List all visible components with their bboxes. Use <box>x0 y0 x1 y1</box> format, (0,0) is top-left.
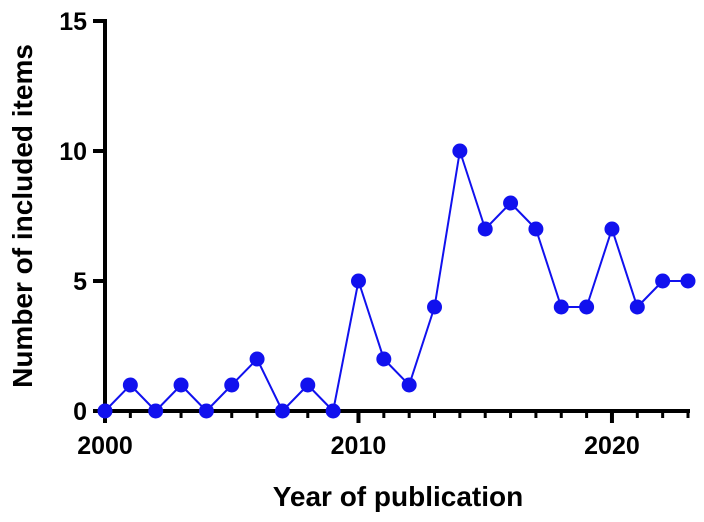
data-point <box>198 403 214 419</box>
data-point <box>97 403 113 419</box>
y-tick-label: 15 <box>59 8 87 36</box>
data-point <box>148 403 164 419</box>
series-layer <box>97 143 696 419</box>
data-point <box>629 299 645 315</box>
x-tick-label: 2010 <box>331 432 387 460</box>
series-line <box>104 150 688 412</box>
data-point <box>528 221 544 237</box>
x-tick-label: 2020 <box>584 432 640 460</box>
data-point <box>274 403 290 419</box>
data-point <box>553 299 569 315</box>
y-tick-label: 0 <box>73 398 87 426</box>
data-point <box>427 299 443 315</box>
y-axis-title: Number of included items <box>7 44 38 388</box>
x-tick-label: 2000 <box>77 432 133 460</box>
data-point <box>477 221 493 237</box>
data-point <box>655 273 671 289</box>
data-point <box>173 377 189 393</box>
data-point <box>224 377 240 393</box>
data-point <box>503 195 519 211</box>
data-point <box>122 377 138 393</box>
data-point <box>452 143 468 159</box>
x-axis-title: Year of publication <box>273 481 523 512</box>
data-point <box>680 273 696 289</box>
data-point <box>604 221 620 237</box>
data-point <box>579 299 595 315</box>
y-ticks: 0 5 10 15 <box>59 8 105 426</box>
y-tick-label: 10 <box>59 138 87 166</box>
data-point <box>376 351 392 367</box>
x-ticks: 2000 2010 2020 <box>77 411 690 460</box>
data-point <box>249 351 265 367</box>
data-point <box>325 403 341 419</box>
plot-area: 0 5 10 15 2000 2010 2020 <box>59 8 696 460</box>
data-point <box>350 273 366 289</box>
data-point <box>401 377 417 393</box>
y-tick-label: 5 <box>73 268 87 296</box>
data-point <box>300 377 316 393</box>
